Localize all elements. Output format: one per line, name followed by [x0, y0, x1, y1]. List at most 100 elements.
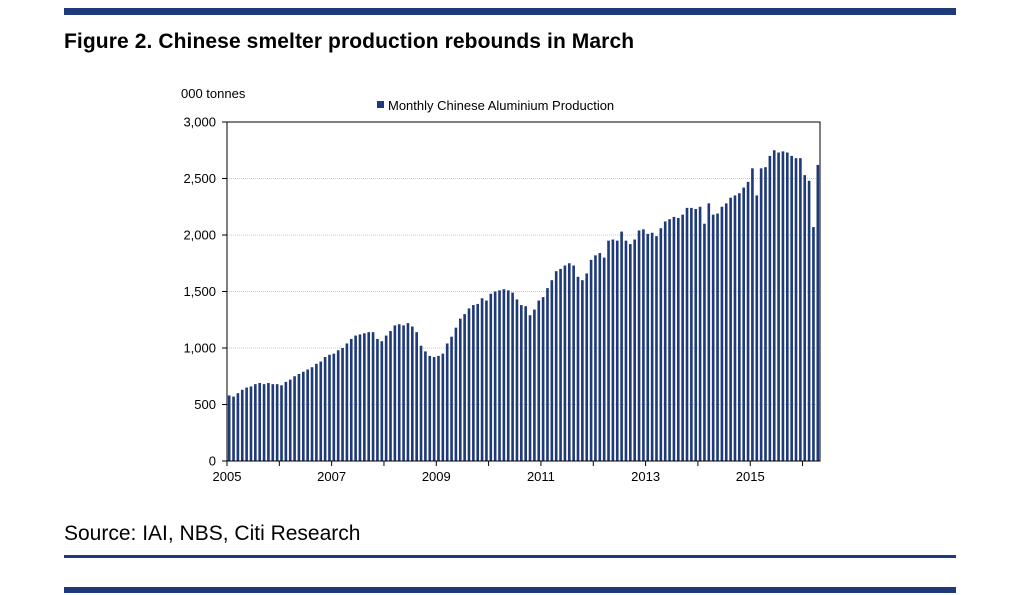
bar [323, 357, 327, 461]
bar [363, 333, 366, 461]
bar [751, 168, 754, 461]
bar [633, 239, 636, 461]
bar [428, 355, 432, 461]
y-tick-label: 1,500 [183, 284, 216, 299]
bar [245, 387, 248, 461]
y-tick-label: 2,500 [183, 171, 216, 186]
bar [480, 298, 484, 461]
bar [537, 300, 541, 461]
legend-swatch [377, 101, 384, 108]
bar [254, 384, 257, 461]
bar [698, 206, 702, 461]
x-tick-label: 2015 [736, 469, 765, 484]
bar [267, 383, 270, 461]
bar [690, 207, 693, 461]
bar [376, 338, 379, 461]
bar [707, 203, 711, 462]
middle-rule [64, 555, 956, 558]
y-axis-ticks: 0 500 1,000 1,500 2,000 2,500 3,000 [183, 115, 227, 469]
bar [345, 343, 349, 461]
bar [406, 323, 410, 461]
bar [668, 219, 671, 461]
bar [284, 381, 288, 461]
bar [659, 228, 663, 461]
bar [445, 343, 449, 461]
bar-series [227, 150, 820, 462]
bar [415, 332, 418, 461]
bar [384, 335, 388, 461]
bar [759, 168, 763, 461]
bar [489, 293, 493, 461]
x-axis-ticks: 2005 2007 2009 2011 2013 2015 [213, 461, 804, 484]
top-rule [64, 8, 956, 15]
bar [302, 371, 305, 461]
source-note: Source: IAI, NBS, Citi Research [64, 522, 361, 545]
bar [646, 233, 650, 461]
bar [328, 354, 331, 461]
bar [655, 236, 658, 461]
bar [589, 259, 593, 461]
bar [594, 255, 597, 461]
bar [463, 314, 466, 461]
bar [520, 305, 523, 461]
y-tick-label: 500 [194, 397, 216, 412]
bar [271, 384, 275, 461]
bar [541, 297, 545, 461]
bar [249, 386, 253, 461]
bar [794, 158, 798, 461]
bar [663, 221, 667, 461]
x-tick-label: 2013 [631, 469, 660, 484]
bar [559, 268, 562, 461]
bar [454, 327, 458, 461]
bar [746, 181, 750, 461]
bar [258, 383, 262, 461]
bar [729, 197, 732, 461]
bar [572, 265, 575, 461]
bar [777, 152, 780, 461]
bar [515, 299, 519, 461]
bar [602, 257, 606, 461]
bar [764, 167, 767, 461]
bar [485, 300, 488, 461]
bar [502, 289, 506, 461]
bar [354, 335, 357, 461]
x-tick-label: 2011 [527, 469, 555, 484]
legend-label: Monthly Chinese Aluminium Production [388, 98, 614, 113]
y-axis-unit-label: 000 tonnes [181, 86, 246, 101]
bar [563, 265, 567, 461]
bar [367, 332, 371, 461]
bar [389, 331, 392, 461]
bar [511, 292, 514, 461]
bar [332, 353, 336, 461]
bar [528, 315, 532, 461]
bar [812, 227, 815, 461]
bar [624, 240, 628, 461]
bar [476, 303, 480, 461]
bar [733, 195, 737, 461]
bar [772, 150, 776, 461]
bar [694, 209, 698, 461]
bar [441, 353, 445, 461]
bar [393, 325, 397, 461]
bar [336, 350, 340, 461]
bar [598, 253, 602, 461]
bar [402, 325, 405, 461]
bar [424, 351, 427, 461]
bar [550, 280, 554, 461]
x-tick-label: 2007 [317, 469, 346, 484]
bar [620, 231, 623, 461]
bar [472, 305, 475, 461]
bar [432, 357, 436, 461]
bar [807, 180, 811, 461]
y-tick-label: 2,000 [183, 228, 216, 243]
bar [458, 318, 462, 461]
bar [310, 367, 314, 461]
y-tick-label: 0 [209, 454, 216, 469]
bar [315, 363, 318, 461]
bar [681, 214, 684, 461]
bar [576, 276, 580, 461]
bar [498, 290, 501, 461]
bar [676, 218, 680, 461]
bar [227, 395, 231, 461]
